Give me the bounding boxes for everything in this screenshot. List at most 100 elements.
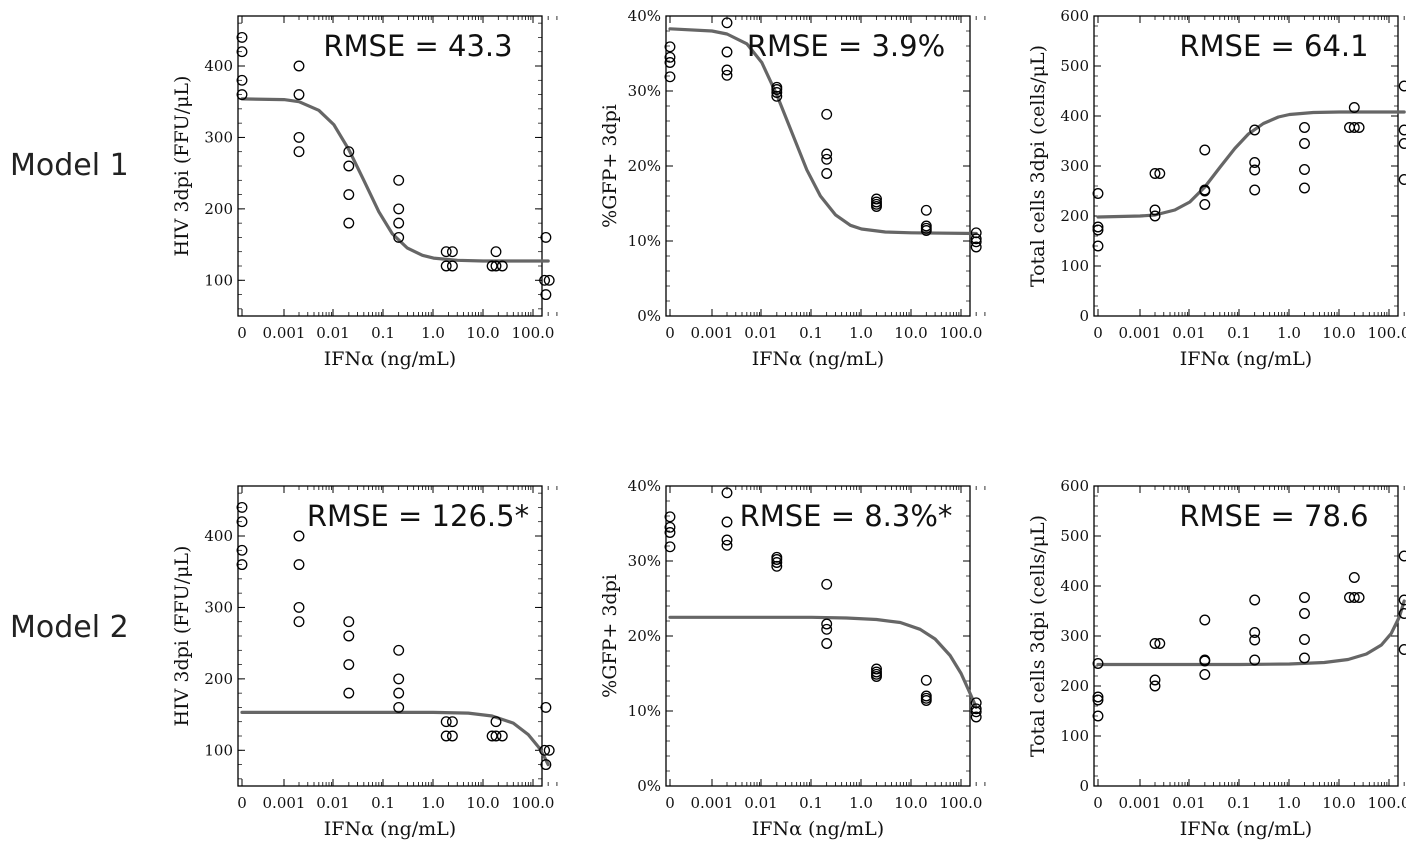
data-point (1249, 594, 1261, 606)
y-tick-label: 200 (1060, 207, 1089, 225)
y-tick-label: 0% (637, 777, 661, 795)
x-tick-label: 0 (237, 794, 247, 812)
data-point (1149, 674, 1161, 686)
data-point (1299, 138, 1310, 149)
x-axis-title: IFNα (ng/mL) (1180, 348, 1312, 370)
y-tick-label: 0 (1079, 307, 1089, 325)
data-point (236, 516, 248, 528)
x-tick-label: 0.1 (799, 324, 823, 342)
data-point (821, 638, 833, 649)
data-point (664, 511, 676, 523)
x-tick-label: 100.0 (940, 794, 983, 812)
data-point (1249, 124, 1261, 136)
data-point (970, 711, 982, 723)
data-point (393, 231, 405, 243)
data-point (1398, 174, 1406, 185)
data-point (343, 146, 355, 158)
data-point (871, 671, 882, 682)
data-point (1353, 592, 1365, 603)
y-tick-label: 100 (204, 741, 233, 759)
data-point (1092, 694, 1104, 706)
data-point (1398, 124, 1406, 136)
data-point (1149, 210, 1161, 222)
data-point (821, 578, 833, 590)
data-point (343, 217, 355, 229)
x-axis-title: IFNα (ng/mL) (752, 818, 884, 840)
data-point (293, 616, 305, 628)
data-point (1398, 594, 1406, 606)
data-point (821, 623, 833, 635)
x-tick-label: 10.0 (466, 794, 499, 812)
y-tick-label: 30% (628, 82, 661, 100)
x-axis-title: IFNα (ng/mL) (1180, 818, 1312, 840)
data-point (1092, 224, 1104, 236)
data-point (721, 539, 733, 551)
data-point (1299, 592, 1310, 603)
data-point (1149, 204, 1161, 216)
data-point (343, 659, 355, 671)
x-tick-label: 10.0 (1322, 794, 1355, 812)
data-point (393, 644, 405, 656)
x-tick-label: 0.01 (1172, 324, 1205, 342)
data-point (920, 695, 932, 706)
data-point (664, 41, 676, 53)
data-point (664, 71, 676, 83)
data-point (236, 31, 248, 43)
data-point (771, 554, 783, 565)
data-point (1299, 182, 1310, 194)
data-point (1092, 188, 1104, 199)
x-tick-label: 0 (1093, 794, 1103, 812)
data-point (771, 84, 783, 95)
y-tick-label: 400 (1060, 107, 1089, 125)
x-tick-label: 1.0 (849, 324, 873, 342)
rmse-annotation: RMSE = 8.3%* (740, 499, 953, 533)
data-point (920, 204, 932, 216)
y-tick-label: 20% (628, 627, 661, 645)
panel-m2-hiv: 0 0.001 0.01 0.1 1.0 10.0 100.0 100 200 300 400 IFN… (171, 485, 558, 840)
y-axis-title: HIV 3dpi (FFU/μL) (171, 546, 193, 727)
y-tick-label: 400 (204, 527, 233, 545)
data-point (540, 289, 552, 301)
fit-curve (668, 27, 978, 236)
data-point (821, 168, 833, 179)
x-axis-title: IFNα (ng/mL) (324, 348, 456, 370)
data-point (393, 203, 405, 215)
data-point (821, 148, 833, 160)
x-tick-label: 0.01 (744, 794, 777, 812)
data-point (343, 687, 355, 699)
data-point (293, 89, 305, 101)
x-tick-label: 0.001 (691, 794, 734, 812)
y-tick-label: 300 (204, 128, 233, 146)
data-point (1249, 184, 1261, 196)
fit-curve (1096, 110, 1406, 219)
data-point (1348, 592, 1360, 603)
data-point (721, 46, 733, 58)
data-point (1149, 638, 1161, 649)
data-point (393, 217, 405, 229)
y-tick-label: 0% (637, 307, 661, 325)
rmse-annotation: RMSE = 78.6 (1179, 499, 1368, 533)
data-point (343, 616, 355, 628)
x-tick-label: 100.0 (1368, 794, 1406, 812)
data-point (1154, 638, 1166, 649)
data-point (1092, 710, 1104, 722)
panel-m2-gfp: 0 0.001 0.01 0.1 1.0 10.0 100.0 0% 10% 20% 30% 40% I… (599, 477, 986, 840)
x-tick-label: 0 (665, 324, 675, 342)
data-point (343, 160, 355, 172)
x-tick-label: 0.001 (691, 324, 734, 342)
row-label-model-1: Model 1 (10, 148, 129, 183)
data-point (490, 260, 502, 272)
data-point (771, 557, 783, 568)
data-point (821, 618, 833, 630)
panel-m2-cells: 0 0.001 0.01 0.1 1.0 10.0 100.0 0 100 200 300 400 50… (1027, 477, 1406, 840)
data-point (1299, 608, 1310, 619)
rmse-annotation: RMSE = 43.3 (323, 29, 512, 63)
data-point (1092, 691, 1104, 703)
panel-m1-gfp: 0 0.001 0.01 0.1 1.0 10.0 100.0 0% 10% 20% 30% 40% I… (599, 7, 986, 370)
x-tick-label: 0.1 (1227, 794, 1251, 812)
y-axis-title: Total cells 3dpi (cells/μL) (1027, 515, 1049, 757)
data-point (1199, 669, 1211, 680)
data-point (496, 730, 508, 742)
data-point (1092, 658, 1104, 669)
